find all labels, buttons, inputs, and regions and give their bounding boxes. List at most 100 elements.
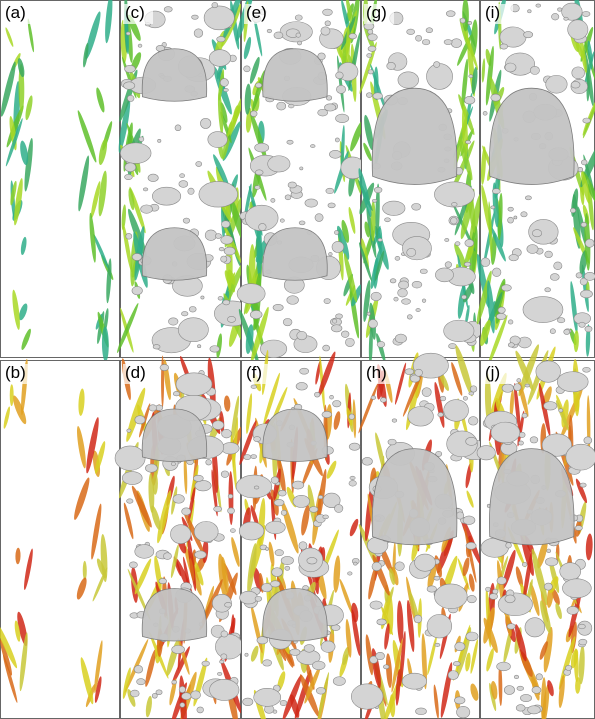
vortex-streak [93,233,109,269]
bubble [250,454,257,459]
bubble [152,186,182,206]
vortex-streak [377,226,383,250]
bubble [426,585,437,593]
vortex-streak [123,502,134,540]
vortex-streak [451,362,463,396]
bubble [462,395,468,401]
bubble [459,17,466,24]
vortex-streak [465,304,470,326]
vortex-streak [157,490,172,544]
bubble [211,2,219,9]
vortex-streak [573,330,579,353]
vortex-streak [3,406,11,429]
bubble [496,576,507,585]
vortex-streak [263,372,280,426]
bubble [178,180,189,188]
bubble [411,203,422,211]
vortex-streak [471,66,478,95]
bubble [465,140,471,145]
vortex-streak [555,602,562,620]
vortex-streak [21,328,31,350]
bubble [577,167,584,173]
vortex-streak [5,27,14,47]
vortex-streak [582,99,595,139]
bubble [235,474,273,499]
panel-label: (d) [125,363,146,382]
bubble [253,485,260,490]
vortex-streak [358,242,372,282]
bubble [464,239,474,247]
bubble [507,342,515,348]
bubble [194,550,207,559]
label-bg [3,364,33,384]
bubble [299,166,304,171]
vortex-streak [122,223,133,273]
bubble [209,678,240,701]
vortex-streak [253,14,263,57]
bubble [499,43,508,50]
label-bg [364,4,394,24]
large-bubble [262,48,328,102]
large-bubble [141,48,208,102]
bubble [152,344,161,350]
bubble [375,651,385,660]
bubble [415,34,422,42]
bubble [322,8,333,16]
bubble [444,261,452,268]
bubble [562,578,592,599]
vortex-streak [522,552,532,603]
bubble [563,16,569,21]
bubble [334,230,339,235]
bubble [194,480,212,492]
bubble [221,220,231,229]
vortex-streak [148,473,155,514]
bubble [520,694,532,702]
bubble [236,283,266,304]
vortex-streak [391,638,403,693]
bubble [523,31,534,39]
vortex-streak [406,599,415,653]
vortex-streak [90,181,101,219]
bubble [435,451,443,457]
bubble [320,26,331,36]
vortex-streak [290,694,300,718]
vortex-streak [342,646,350,666]
bubble [291,480,305,490]
vortex-streak [169,678,177,706]
bubble [171,679,178,685]
bubble [551,13,560,21]
vortex-streak [244,83,252,115]
vortex-streak [363,279,371,323]
label-bg [3,4,33,24]
bubble [515,704,526,712]
bubble [579,277,588,286]
bubble [123,81,136,90]
vortex-streak [470,19,478,57]
vortex-streak [217,91,224,135]
bubble [348,33,357,40]
vortex-streak [82,560,87,581]
bubble [490,93,501,102]
bubble [545,75,568,94]
bubble [130,689,140,698]
bubble [329,149,342,159]
panel-label: (a) [5,3,26,22]
bubble [193,474,204,482]
bubble [331,241,345,253]
vortex-streak [363,142,372,162]
bubble [310,144,316,148]
bubble [496,312,507,320]
bubble [504,62,517,73]
bubble [401,298,411,305]
bubble [286,295,299,305]
vortex-streak [531,548,548,606]
bubble [260,339,288,359]
bubble [414,368,423,377]
panel: (h) [351,345,489,719]
bubble [209,345,220,353]
bubble [448,343,457,349]
bubble [447,670,459,680]
vortex-streak [20,140,29,166]
vortex-streak [364,221,371,238]
bubble [121,471,143,485]
